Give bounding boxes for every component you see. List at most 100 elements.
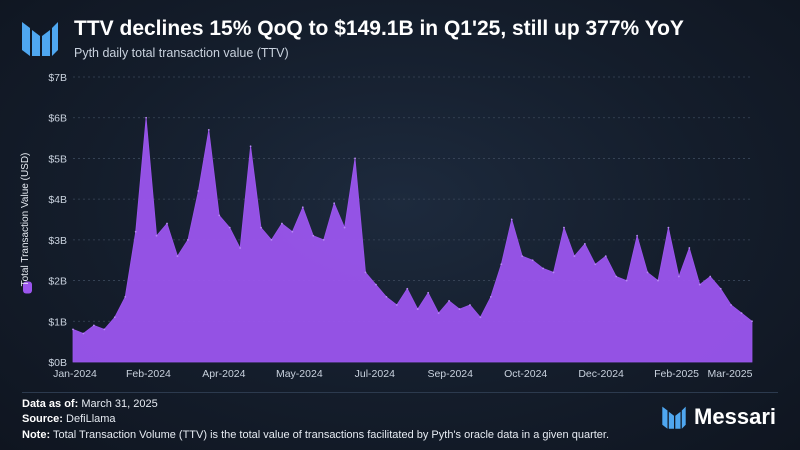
x-tick-label: Dec-2024 [578, 368, 624, 380]
x-tick-label: Oct-2024 [504, 368, 547, 380]
source: Source: DefiLlama [22, 413, 116, 425]
data-as-of-label: Data as of: [22, 398, 79, 410]
ttv-area-chart: $0B $1B $2B $3B $4B $5B $6B $7B Jan-2024 Feb-2024… [20, 72, 753, 380]
x-tick-label: Sep-2024 [427, 368, 473, 380]
brand-name: Messari [694, 404, 776, 429]
x-tick-label: Jan-2024 [53, 368, 97, 380]
data-point [343, 226, 346, 229]
data-point [521, 255, 524, 258]
data-point [636, 234, 638, 237]
data-point [145, 116, 148, 119]
y-tick-label: $3B [48, 235, 67, 247]
data-point [573, 255, 576, 258]
data-point [667, 226, 670, 229]
data-point [751, 320, 753, 323]
data-point [364, 271, 367, 274]
data-point [166, 222, 168, 225]
y-tick-label: $2B [48, 276, 67, 288]
data-point [239, 247, 242, 249]
data-point [698, 283, 701, 286]
data-point [270, 238, 273, 241]
y-tick-label: $1B [48, 316, 67, 328]
data-point [563, 226, 565, 229]
y-tick-label: $4B [48, 194, 67, 206]
data-point [375, 283, 377, 286]
note-value: Total Transaction Volume (TTV) is the to… [52, 429, 610, 441]
y-tick-label: $6B [48, 113, 67, 125]
footer-divider [22, 392, 778, 393]
data-point [615, 275, 618, 278]
data-point [249, 145, 252, 148]
data-point [207, 129, 210, 131]
data-point [448, 300, 450, 302]
data-point [646, 271, 649, 274]
header: TTV declines 15% QoQ to $149.1B in Q1'25… [0, 0, 800, 70]
data-point [625, 279, 628, 282]
x-tick-label: May-2024 [276, 368, 323, 380]
brand: Messari [662, 404, 776, 430]
source-value: DefiLlama [66, 413, 116, 425]
data-point [333, 202, 336, 205]
note-label: Note: [22, 429, 51, 441]
data-point [176, 255, 179, 258]
x-tick-label: Jul-2024 [355, 368, 395, 380]
data-point [395, 304, 398, 306]
data-point [594, 263, 597, 266]
messari-brand-icon [662, 406, 686, 429]
x-tick-label: Feb-2025 [654, 368, 699, 380]
data-point [489, 295, 492, 298]
x-tick-label: Apr-2024 [202, 368, 245, 380]
data-point [260, 226, 262, 229]
data-point [134, 230, 137, 233]
chart-subtitle: Pyth daily total transaction value (TTV) [74, 46, 289, 60]
data-point [469, 304, 471, 306]
data-point [458, 308, 461, 310]
data-point [312, 234, 315, 237]
data-point [197, 190, 200, 192]
data-point [322, 238, 325, 241]
data-point [500, 263, 503, 266]
data-point [552, 271, 555, 274]
data-point [103, 328, 106, 331]
y-axis-label: Total Transaction Value (USD) [20, 153, 31, 287]
data-point [730, 304, 733, 306]
data-point [479, 316, 482, 319]
data-point [92, 324, 95, 327]
data-point [187, 238, 189, 241]
data-point [281, 222, 283, 225]
y-tick-label: $5B [48, 153, 67, 165]
source-label: Source: [22, 413, 63, 425]
data-point [72, 328, 74, 331]
data-point [688, 247, 691, 249]
data-point [416, 308, 419, 310]
data-point [657, 279, 659, 282]
data-point [542, 267, 544, 270]
x-tick-label: Mar-2025 [708, 368, 753, 380]
data-point [709, 275, 712, 278]
data-as-of-value: March 31, 2025 [81, 398, 158, 410]
data-point [301, 206, 304, 209]
data-point [291, 230, 294, 233]
x-tick-label: Feb-2024 [126, 368, 171, 380]
chart-title: TTV declines 15% QoQ to $149.1B in Q1'25… [74, 17, 684, 40]
data-point [82, 332, 85, 335]
data-point [531, 259, 534, 262]
legend-swatch [23, 281, 32, 294]
data-point [719, 287, 722, 290]
data-point [677, 275, 680, 278]
data-point [437, 312, 440, 315]
footer: Data as of: March 31, 2025 Source: DefiL… [0, 392, 800, 450]
note: Note: Total Transaction Volume (TTV) is … [22, 429, 609, 441]
data-point [583, 243, 586, 245]
data-point [385, 295, 388, 298]
y-tick-label: $7B [48, 72, 67, 84]
messari-logo-icon [22, 22, 58, 56]
data-point [510, 218, 513, 221]
data-point [113, 316, 116, 319]
data-point [604, 255, 607, 258]
data-point [354, 157, 356, 160]
y-tick-label: $0B [48, 357, 67, 369]
data-point [427, 291, 430, 294]
data-point [406, 287, 409, 290]
data-point [228, 226, 231, 229]
